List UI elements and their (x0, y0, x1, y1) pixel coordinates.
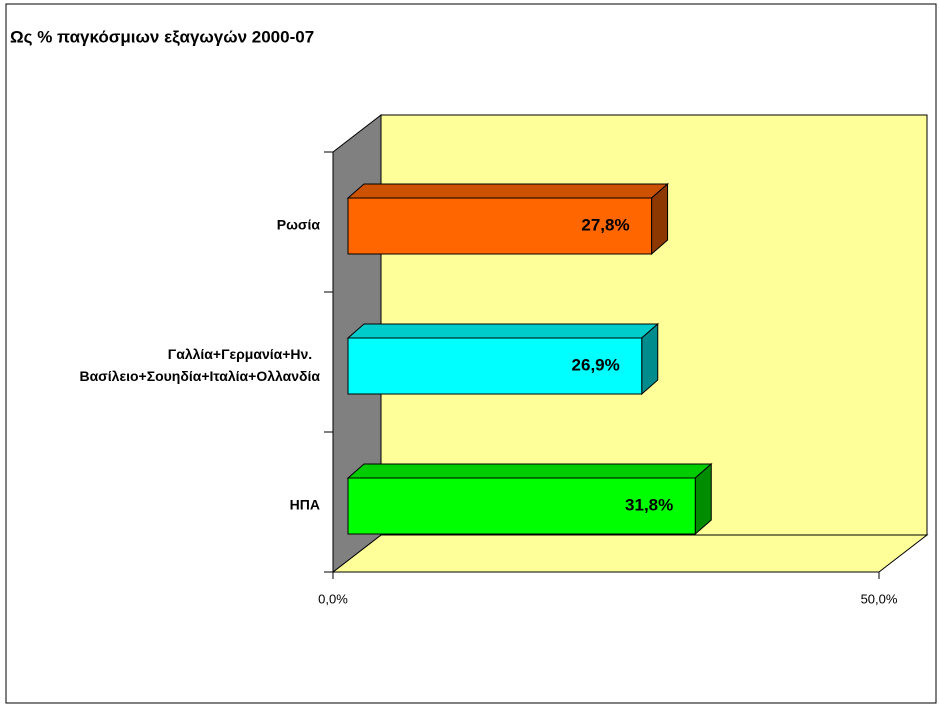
floor (331, 534, 929, 573)
bar (347, 337, 643, 395)
bar-top (346, 323, 660, 339)
bar-top (346, 463, 713, 479)
value-label: 31,8% (625, 495, 673, 514)
value-label: 27,8% (581, 215, 629, 234)
chart-title: Ως % παγκόσμιων εξαγωγών 2000-07 (10, 27, 314, 46)
bar (347, 477, 696, 535)
x-tick-label: 0,0% (318, 591, 348, 606)
y-tick-label: Ρωσία (277, 217, 321, 233)
bar-top (346, 183, 669, 199)
x-tick-label: 50,0% (861, 591, 898, 606)
y-tick-label: Γαλλία+Γερμανία+Ην. Βασίλειο+Σουηδία+Ιταλ… (79, 346, 320, 384)
y-tick-label: ΗΠΑ (290, 497, 320, 513)
value-label: 26,9% (572, 355, 620, 374)
bar (347, 197, 653, 255)
